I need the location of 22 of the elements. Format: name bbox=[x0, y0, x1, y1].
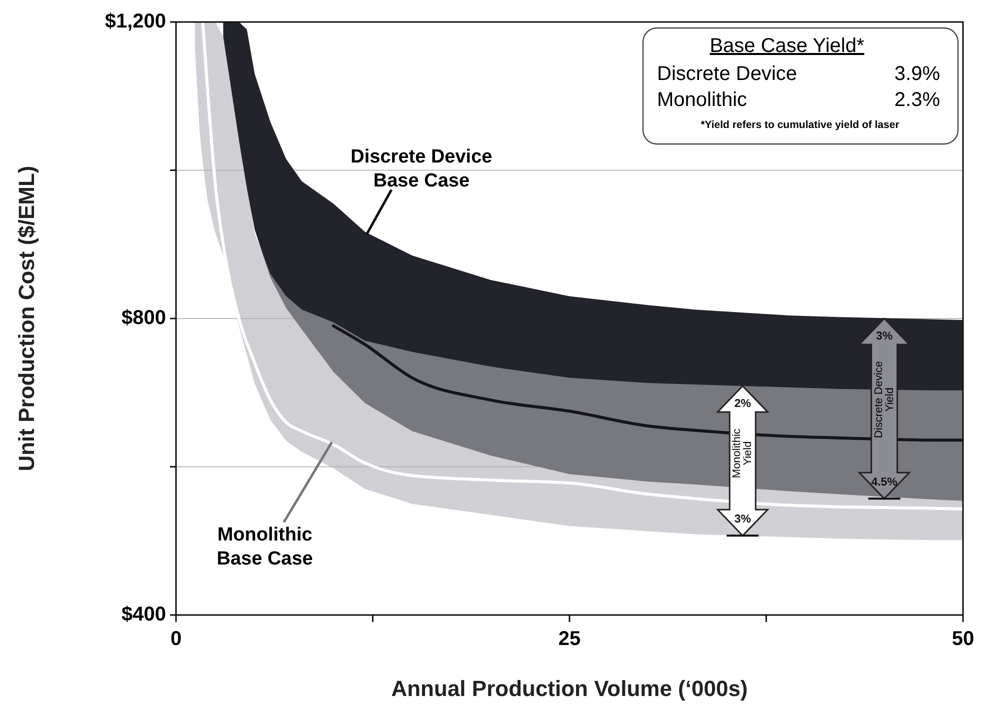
x-tick-label: 50 bbox=[952, 628, 974, 650]
annotation: 2% bbox=[734, 398, 751, 410]
annotation: Monolithic bbox=[657, 89, 748, 111]
y-tick-label: $400 bbox=[122, 603, 166, 626]
annotation: *Yield refers to cumulative yield of laser bbox=[700, 119, 900, 131]
annotation: Discrete Device Base Case bbox=[350, 146, 492, 192]
annotation: 3% bbox=[734, 514, 751, 526]
x-axis-title: Annual Production Volume (‘000s) bbox=[391, 676, 748, 701]
annotation: 2.3% bbox=[894, 89, 940, 111]
annotation: 3.9% bbox=[894, 63, 940, 85]
annotation: 4.5% bbox=[871, 476, 898, 489]
annotation: Monolithic Base Case bbox=[216, 524, 313, 570]
annotation: Base Case Yield* bbox=[710, 35, 864, 57]
x-tick-label: 25 bbox=[558, 628, 581, 650]
annotation: Discrete Device Yield bbox=[872, 361, 896, 438]
annotation: 3% bbox=[876, 330, 893, 342]
x-tick-label: 0 bbox=[170, 628, 182, 650]
y-axis-title: Unit Production Cost ($/EML) bbox=[14, 166, 39, 472]
annotation: Monolithic Yield bbox=[731, 428, 754, 478]
y-tick-label: $800 bbox=[122, 306, 166, 329]
annotation: Discrete Device bbox=[657, 63, 798, 85]
y-tick-label: $1,200 bbox=[104, 10, 166, 32]
